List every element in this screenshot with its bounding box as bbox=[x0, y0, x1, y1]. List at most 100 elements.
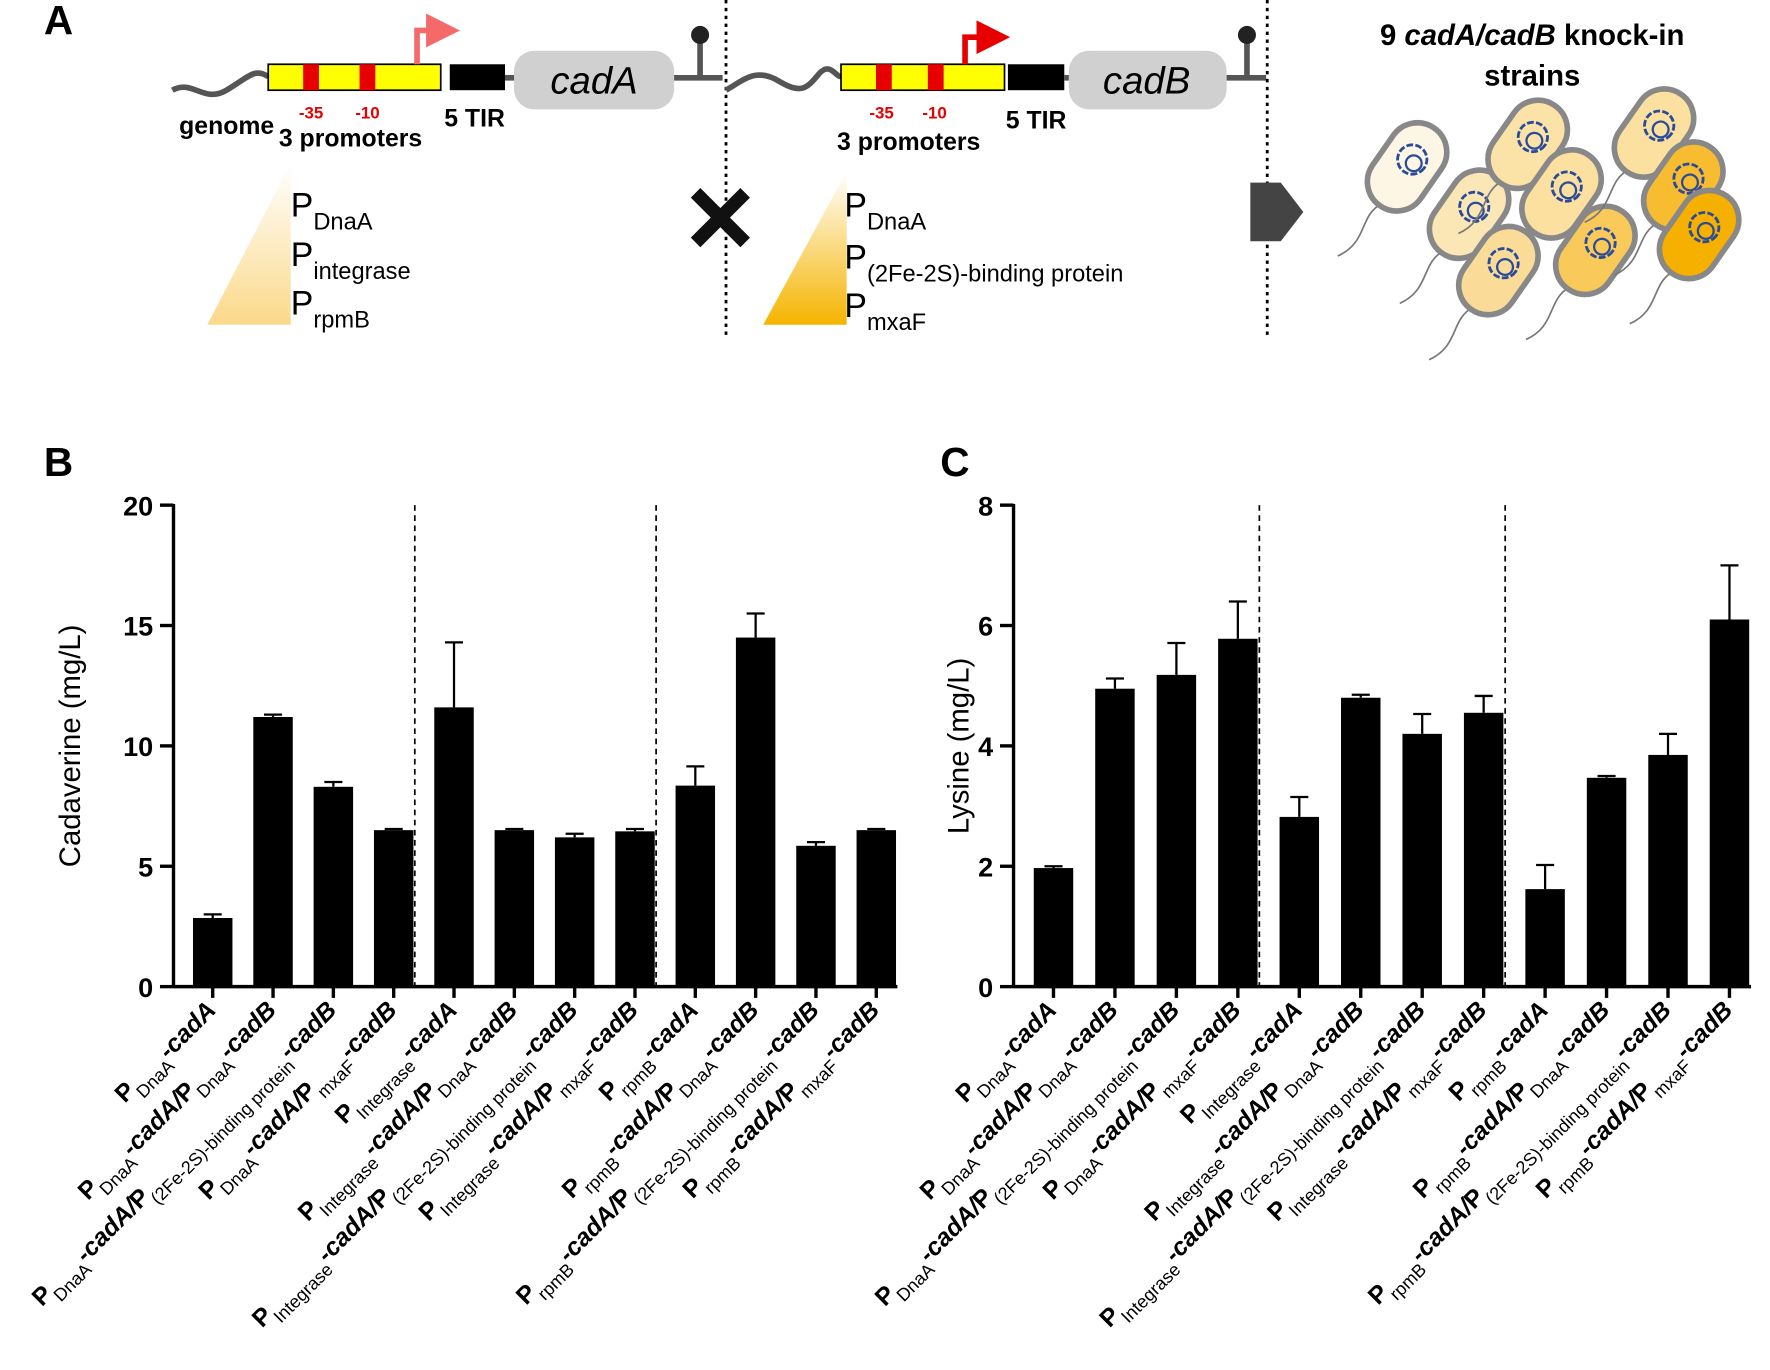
nucleoid bbox=[1496, 257, 1515, 277]
y-tick-label: 0 bbox=[138, 973, 153, 1003]
bar bbox=[1648, 754, 1688, 987]
title-part: knock-in bbox=[1556, 19, 1685, 52]
bar bbox=[253, 717, 293, 987]
label-part: -cadB bbox=[1670, 997, 1738, 1065]
arrow bbox=[1250, 182, 1304, 242]
nucleoid bbox=[1559, 181, 1578, 200]
promoter-sub: rpmB bbox=[313, 308, 370, 334]
nucleoid bbox=[1680, 173, 1699, 192]
bar bbox=[615, 831, 655, 987]
bar bbox=[796, 845, 836, 987]
promoter-p: P bbox=[291, 186, 314, 224]
bar bbox=[1341, 697, 1381, 987]
result-title: strains bbox=[1484, 60, 1580, 93]
tir-label: 5 TIR bbox=[1006, 108, 1067, 135]
label-part: -cadA bbox=[1486, 997, 1554, 1065]
nucleoid bbox=[1593, 237, 1612, 256]
bar bbox=[856, 830, 897, 987]
nucleoid bbox=[1396, 143, 1429, 176]
flagellum bbox=[1399, 250, 1444, 305]
promoter-sub: DnaA bbox=[867, 209, 926, 235]
box-label: -10 bbox=[922, 103, 946, 122]
y-tick-label: 20 bbox=[123, 491, 153, 521]
nucleoid bbox=[1525, 131, 1544, 150]
promoter-sub: (2Fe-2S)-binding protein bbox=[867, 261, 1123, 287]
bar bbox=[1525, 889, 1565, 987]
promoter-p: P bbox=[844, 186, 867, 224]
flagellum bbox=[1337, 203, 1382, 257]
nucleoid bbox=[1404, 154, 1423, 173]
nucleoid bbox=[1651, 120, 1670, 139]
label-part: -cadB bbox=[1056, 997, 1124, 1065]
promoter-sub: mxaF bbox=[867, 310, 926, 336]
promoter-sub: integrase bbox=[313, 259, 410, 285]
flagellum bbox=[1458, 180, 1503, 235]
bar bbox=[1095, 688, 1135, 987]
label-part: -cadB bbox=[1117, 997, 1185, 1065]
promoter-p: P bbox=[844, 238, 867, 276]
bar bbox=[1156, 674, 1197, 987]
flagellum bbox=[1525, 286, 1570, 341]
label-part: -cadB bbox=[1363, 997, 1431, 1065]
flagellum bbox=[1629, 270, 1674, 325]
label-part: Integrase bbox=[270, 1259, 337, 1326]
promoter-p: P bbox=[291, 285, 314, 323]
cells bbox=[1337, 86, 1742, 361]
construct-b bbox=[724, 20, 1267, 325]
label-part: -cadA bbox=[636, 997, 704, 1065]
y-tick-label: 6 bbox=[978, 612, 993, 642]
y-tick-label: 10 bbox=[123, 732, 153, 762]
label-part: -cadB bbox=[274, 997, 342, 1065]
promoter-label: PmxaF bbox=[844, 287, 926, 336]
flagellum bbox=[1613, 222, 1658, 276]
bar bbox=[1033, 868, 1074, 987]
y-tick-label: 4 bbox=[978, 732, 993, 762]
promoter-label: P(2Fe-2S)-binding protein bbox=[844, 238, 1123, 287]
label-part: -cadB bbox=[817, 997, 885, 1065]
nucleoid bbox=[1466, 201, 1485, 220]
flagellum bbox=[1584, 169, 1629, 223]
bar bbox=[554, 837, 595, 987]
genome-label: genome bbox=[179, 113, 274, 140]
bar bbox=[1586, 777, 1627, 987]
bar bbox=[1279, 816, 1320, 987]
y-tick-label: 0 bbox=[978, 973, 993, 1003]
cell bbox=[1428, 223, 1541, 361]
label-part: -cadB bbox=[455, 997, 523, 1065]
gene-label: cadB bbox=[1103, 60, 1190, 103]
promoter-p: P bbox=[291, 236, 314, 274]
bar bbox=[373, 830, 414, 987]
construct-a bbox=[171, 13, 723, 325]
promoter-label: PDnaA bbox=[291, 186, 373, 235]
flagellum bbox=[1428, 306, 1473, 361]
promoter-p: P bbox=[844, 287, 867, 325]
bar bbox=[1218, 638, 1258, 987]
promoter-label: PrpmB bbox=[291, 285, 370, 334]
cell bbox=[1337, 119, 1450, 257]
label-part: -cadA bbox=[395, 997, 463, 1065]
bar bbox=[1402, 733, 1442, 987]
panel-letter: C bbox=[940, 439, 969, 485]
panel-letter: A bbox=[44, 0, 73, 43]
promoter-label: Pintegrase bbox=[291, 236, 411, 285]
y-tick-label: 8 bbox=[978, 491, 993, 521]
label-part: -cadB bbox=[214, 997, 282, 1065]
bar bbox=[1709, 619, 1750, 987]
bar bbox=[313, 786, 354, 987]
label-part: -cadB bbox=[576, 997, 644, 1065]
label-part: -cadB bbox=[757, 997, 825, 1065]
label-part: Integrase bbox=[1117, 1259, 1184, 1326]
y-tick-label: 5 bbox=[138, 852, 153, 882]
label-part: -cadB bbox=[1425, 997, 1493, 1065]
label-part: -cadB bbox=[1609, 997, 1677, 1065]
label-part: -cadB bbox=[1179, 997, 1247, 1065]
label-part: -cadB bbox=[516, 997, 584, 1065]
gene-label: cadA bbox=[550, 60, 637, 103]
label-part: -cadA bbox=[154, 997, 222, 1065]
tir-label: 5 TIR bbox=[444, 105, 505, 132]
nucleoid bbox=[1696, 221, 1715, 240]
y-axis-label: Cadaverine (mg/L) bbox=[54, 625, 87, 868]
nucleoid bbox=[1672, 162, 1705, 195]
